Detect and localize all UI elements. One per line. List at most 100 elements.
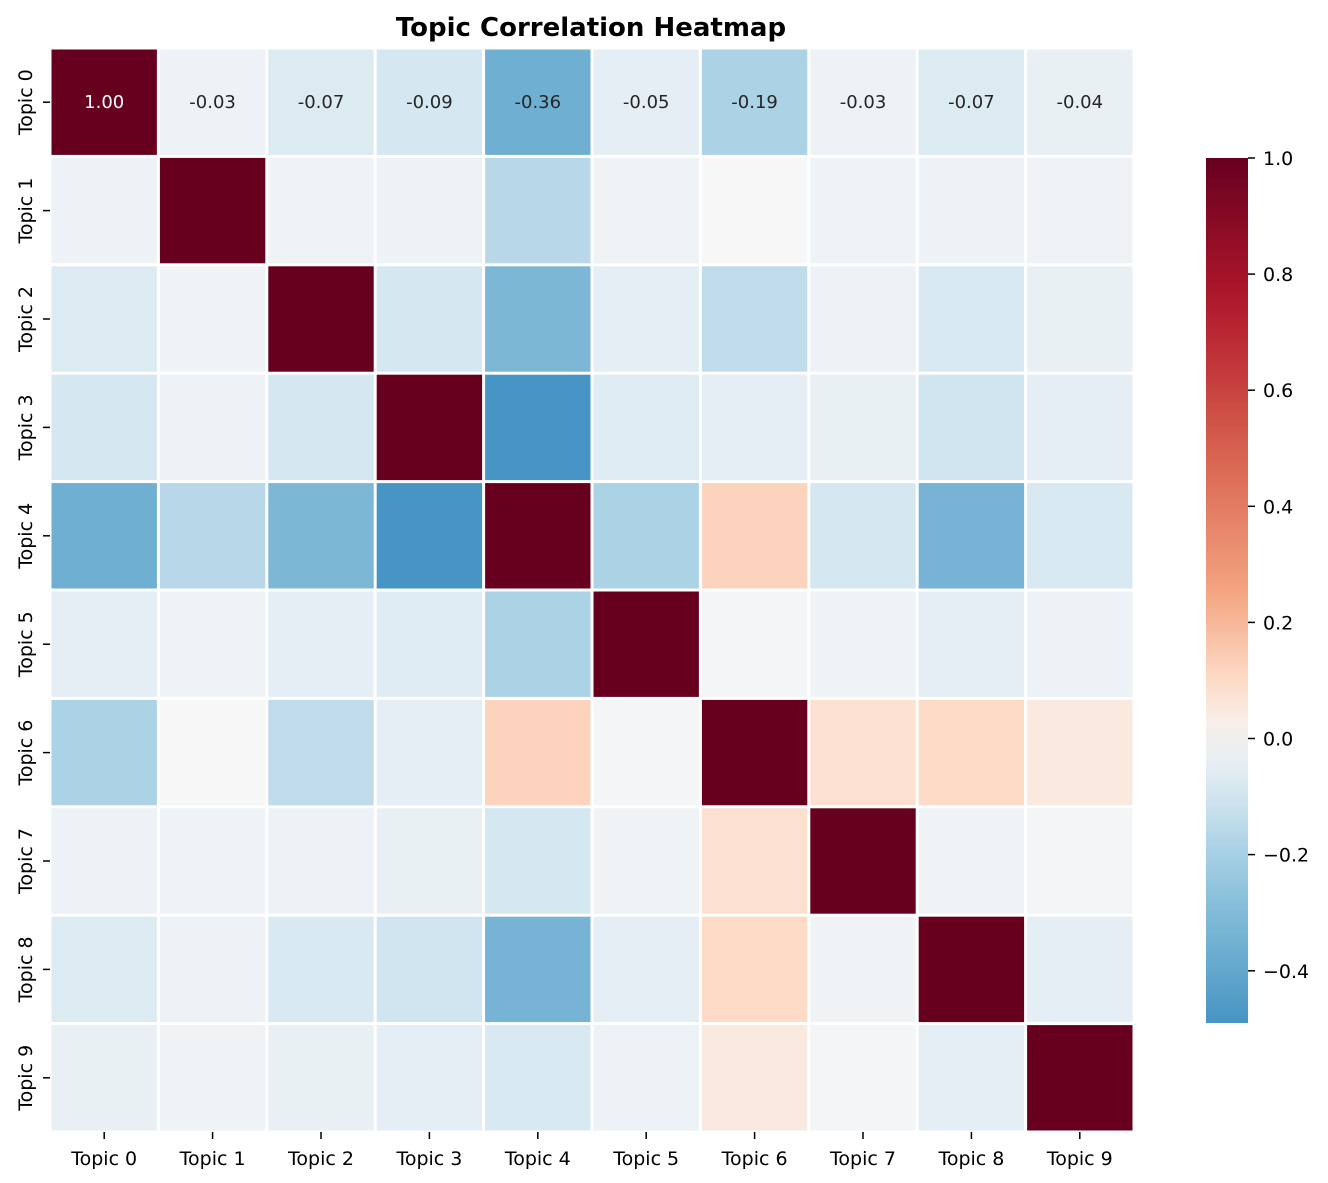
y-tick-label: Topic 0 (15, 69, 37, 136)
heatmap-cell (1027, 916, 1133, 1023)
heatmap-cell (593, 699, 699, 806)
heatmap-cell (268, 483, 374, 589)
heatmap-cell (810, 49, 916, 155)
y-tick-label: Topic 7 (15, 828, 37, 895)
x-tick-label: Topic 6 (721, 1148, 788, 1170)
heatmap-cell (701, 49, 808, 155)
cell-value-label: -0.03 (840, 92, 887, 113)
heatmap-cell (376, 808, 483, 914)
heatmap-cell (701, 916, 808, 1023)
heatmap-cell (376, 483, 483, 589)
heatmap-cell (1027, 1025, 1133, 1131)
heatmap-cell (593, 266, 699, 372)
heatmap-cell (376, 266, 483, 372)
cell-value-label: -0.19 (731, 92, 778, 113)
heatmap-cell (159, 1025, 266, 1131)
cell-value-label: -0.03 (189, 92, 236, 113)
chart-title: Topic Correlation Heatmap (396, 13, 786, 43)
heatmap-cell (51, 1025, 157, 1131)
colorbar-tick-label: 1.0 (1263, 148, 1293, 170)
y-tick-label: Topic 8 (15, 936, 37, 1003)
x-tick-label: Topic 9 (1046, 1148, 1113, 1170)
heatmap-cell (918, 1025, 1025, 1131)
heatmap-cell (810, 374, 916, 481)
heatmap-cell (701, 157, 808, 264)
heatmap-cell (51, 916, 157, 1023)
colorbar-tick-label: 0.8 (1263, 264, 1293, 286)
heatmap-cell (159, 157, 266, 264)
heatmap-cell (485, 699, 591, 806)
heatmap-cell (159, 808, 266, 914)
heatmap-cell (918, 591, 1025, 697)
heatmap-cell (593, 483, 699, 589)
heatmap-cell (51, 699, 157, 806)
heatmap-cell (268, 699, 374, 806)
heatmap-cell (159, 483, 266, 589)
heatmap-cell (701, 808, 808, 914)
cell-value-label: -0.36 (515, 92, 562, 113)
heatmap-cell (376, 916, 483, 1023)
heatmap-cell (810, 591, 916, 697)
x-tick-label: Topic 7 (829, 1148, 896, 1170)
heatmap-cell (918, 699, 1025, 806)
colorbar-tick-label: 0.4 (1263, 496, 1293, 518)
heatmap-cell (485, 1025, 591, 1131)
colorbar-tick-label: 0.2 (1263, 612, 1293, 634)
heatmap-cell (485, 483, 591, 589)
y-tick-label: Topic 9 (15, 1045, 37, 1112)
y-tick-label: Topic 1 (15, 178, 37, 245)
x-tick-label: Topic 1 (179, 1148, 246, 1170)
heatmap-cell (51, 591, 157, 697)
cell-value-label: -0.05 (623, 92, 670, 113)
heatmap-cell (701, 374, 808, 481)
cell-value-label: -0.09 (406, 92, 453, 113)
y-tick-label: Topic 5 (15, 611, 37, 678)
y-tick-label: Topic 3 (15, 394, 37, 461)
heatmap-cell (485, 374, 591, 481)
heatmap-cell (159, 49, 266, 155)
heatmap-cell (701, 699, 808, 806)
cell-value-label: -0.07 (298, 92, 345, 113)
y-axis: Topic 0 Topic 1 Topic 2 Topic 3 Topic 4 Topic… (15, 69, 50, 1112)
heatmap-cell (701, 266, 808, 372)
y-tick-label: Topic 6 (15, 720, 37, 787)
heatmap-cell (376, 699, 483, 806)
heatmap-cell (918, 157, 1025, 264)
heatmap-cell (159, 916, 266, 1023)
heatmap-cell (918, 916, 1025, 1023)
heatmap-cell (159, 374, 266, 481)
cell-value-label: 1.00 (84, 92, 124, 113)
heatmap-cell (51, 49, 157, 155)
cell-value-label: -0.04 (1057, 92, 1104, 113)
heatmap-cell (376, 374, 483, 481)
heatmap-cell (51, 157, 157, 264)
x-tick-label: Topic 4 (504, 1148, 571, 1170)
heatmap-cell (810, 483, 916, 589)
heatmap-cell (593, 591, 699, 697)
x-tick-label: Topic 2 (287, 1148, 354, 1170)
cell-value-label: -0.07 (948, 92, 995, 113)
heatmap-cell (485, 49, 591, 155)
heatmap-cell (918, 808, 1025, 914)
colorbar-tick-label: −0.4 (1263, 961, 1309, 983)
heatmap-cell (268, 49, 374, 155)
heatmap-cell-labels: 1.00 -0.03 -0.07 -0.09 -0.36 -0.05 -0.19 -0.03 -… (84, 92, 1103, 113)
heatmap-cell (268, 916, 374, 1023)
heatmap-cell (1027, 49, 1133, 155)
heatmap-cell (593, 157, 699, 264)
heatmap-cell (593, 49, 699, 155)
heatmap-cell (1027, 483, 1133, 589)
heatmap-cell (810, 808, 916, 914)
heatmap-cell (51, 483, 157, 589)
heatmap-cell (268, 1025, 374, 1131)
colorbar: 1.0 0.8 0.6 0.4 0.2 0.0 −0.2 −0.4 (1206, 148, 1309, 1023)
x-tick-label: Topic 3 (395, 1148, 462, 1170)
heatmap-cell (593, 916, 699, 1023)
heatmap-cell (918, 374, 1025, 481)
heatmap-cell (810, 699, 916, 806)
heatmap-cell (376, 49, 483, 155)
heatmap-cell (810, 1025, 916, 1131)
heatmap-cell (159, 591, 266, 697)
heatmap-cell (376, 1025, 483, 1131)
heatmap-cell (485, 591, 591, 697)
